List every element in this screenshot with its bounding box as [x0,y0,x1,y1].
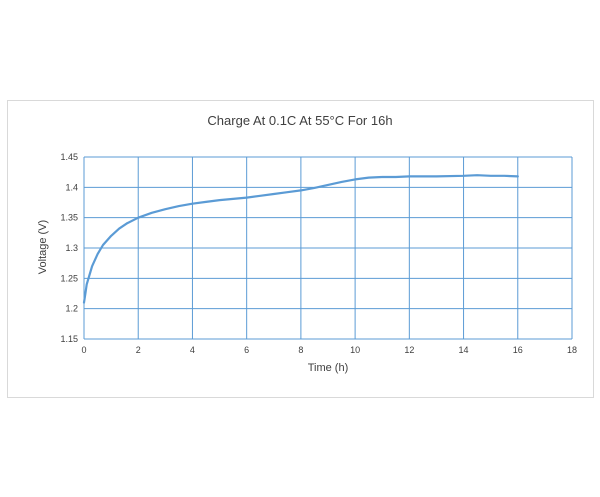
x-tick-label: 6 [244,345,249,355]
x-tick-label: 2 [136,345,141,355]
y-axis-title: Voltage (V) [37,220,49,274]
x-tick-label: 14 [459,345,469,355]
series-layer [82,174,519,304]
x-tick-label: 0 [81,345,86,355]
x-tick-label: 16 [513,345,523,355]
series-line [82,174,519,304]
y-tick-label: 1.35 [60,213,78,223]
y-tick-label: 1.4 [65,182,78,192]
y-tick-label: 1.25 [60,273,78,283]
x-tick-label: 4 [190,345,195,355]
y-tick-label: 1.3 [65,243,78,253]
tick-labels: 0 2 4 6 8 10 12 14 16 18 1.15 1.2 1.25 1.3 1.35 1.4 1.45 [60,152,577,355]
y-tick-label: 1.2 [65,304,78,314]
chart-svg: Charge At 0.1C At 55°C For 16h 0 2 4 6 8 10 12… [37,113,577,374]
chart-title: Charge At 0.1C At 55°C For 16h [207,113,392,128]
x-tick-label: 8 [298,345,303,355]
x-axis-title: Time (h) [308,362,349,374]
chart-frame: Charge At 0.1C At 55°C For 16h 0 2 4 6 8 10 12… [7,100,594,398]
x-tick-label: 12 [404,345,414,355]
y-tick-label: 1.15 [60,334,78,344]
y-tick-label: 1.45 [60,152,78,162]
x-tick-label: 10 [350,345,360,355]
x-tick-label: 18 [567,345,577,355]
grid-layer [83,156,573,340]
